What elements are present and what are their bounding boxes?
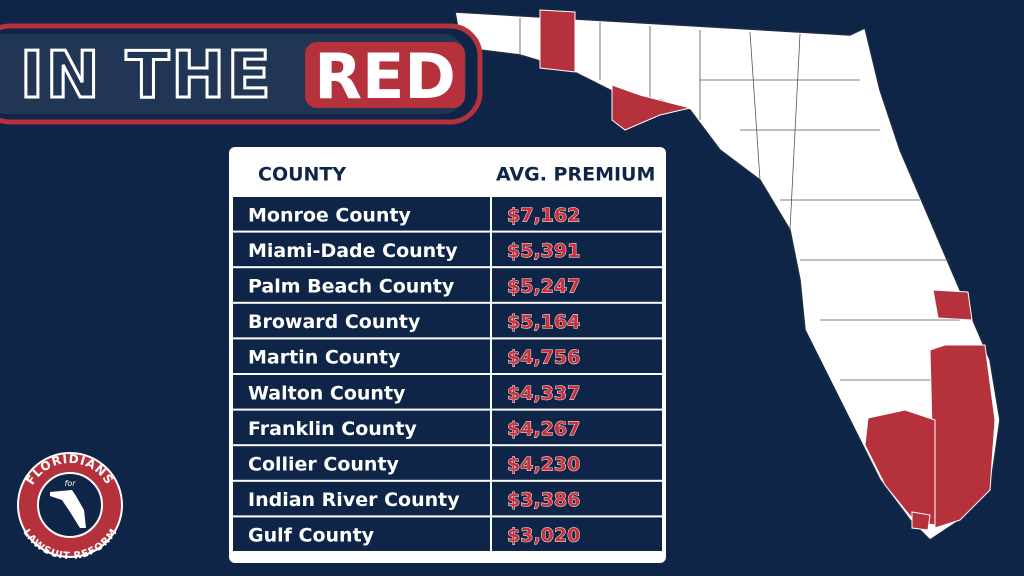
- table-cell: [492, 197, 662, 231]
- table-cell: [492, 446, 662, 480]
- premium-value: $4,756: [507, 347, 580, 369]
- red-county: [611, 84, 691, 131]
- county-name: Palm Beach County: [248, 276, 455, 298]
- table-cell: [233, 339, 490, 373]
- red-county: [911, 511, 931, 531]
- title-lead: IN THE: [20, 39, 273, 113]
- premium-value: $4,337: [507, 382, 580, 404]
- table-cell: [233, 446, 490, 480]
- table-cell: [233, 232, 490, 267]
- red-county: [929, 344, 996, 529]
- county-name: Indian River County: [248, 489, 460, 511]
- state-outline: [454, 11, 1001, 541]
- premium-value: $7,162: [507, 204, 580, 226]
- premium-value: $5,164: [507, 311, 580, 333]
- premium-value: $3,386: [507, 489, 580, 511]
- premium-value: $5,391: [507, 240, 580, 262]
- county-name: Gulf County: [248, 525, 375, 547]
- county-name: Walton County: [248, 382, 406, 404]
- premium-value: $4,267: [507, 418, 580, 440]
- premium-table: COUNTY AVG. PREMIUM Monroe County $7,162 M…: [229, 147, 666, 563]
- county-name: Broward County: [248, 311, 421, 333]
- table-cell: [233, 410, 490, 445]
- county-name: Franklin County: [248, 418, 417, 440]
- premium-value: $4,230: [507, 454, 580, 476]
- red-county: [932, 289, 973, 321]
- logo-text-middle: for: [65, 479, 77, 488]
- logo-state: [50, 490, 86, 528]
- table-cell: [233, 303, 490, 338]
- table-cell: [492, 481, 662, 516]
- table-cell: [492, 339, 662, 373]
- table-cell: [233, 375, 490, 409]
- county-name: Martin County: [248, 347, 401, 369]
- title-highlight-box: [305, 42, 465, 108]
- table-cell: [492, 303, 662, 338]
- table-cell: [492, 232, 662, 267]
- title-highlight: RED: [314, 40, 456, 113]
- column-header: COUNTY: [258, 164, 346, 186]
- florida-map: [454, 9, 1001, 541]
- table-cell: [233, 517, 490, 551]
- table-cell: [233, 481, 490, 516]
- red-county: [539, 9, 576, 73]
- county-name: Miami-Dade County: [248, 240, 458, 262]
- table-cell: [233, 268, 490, 302]
- logo: FLORIDIANS for LAWSUIT REFORM: [17, 452, 123, 563]
- table-cell: [492, 268, 662, 302]
- table-cell: [492, 410, 662, 445]
- county-name: Collier County: [248, 454, 400, 476]
- table-cell: [233, 197, 490, 231]
- premium-value: $3,020: [507, 525, 580, 547]
- county-name: Monroe County: [248, 204, 412, 226]
- table-cell: [492, 375, 662, 409]
- table-cell: [492, 517, 662, 551]
- column-header: AVG. PREMIUM: [496, 164, 655, 186]
- premium-value: $5,247: [507, 276, 580, 298]
- county-lines: [519, 18, 990, 381]
- title-banner: IN THE RED: [0, 23, 483, 125]
